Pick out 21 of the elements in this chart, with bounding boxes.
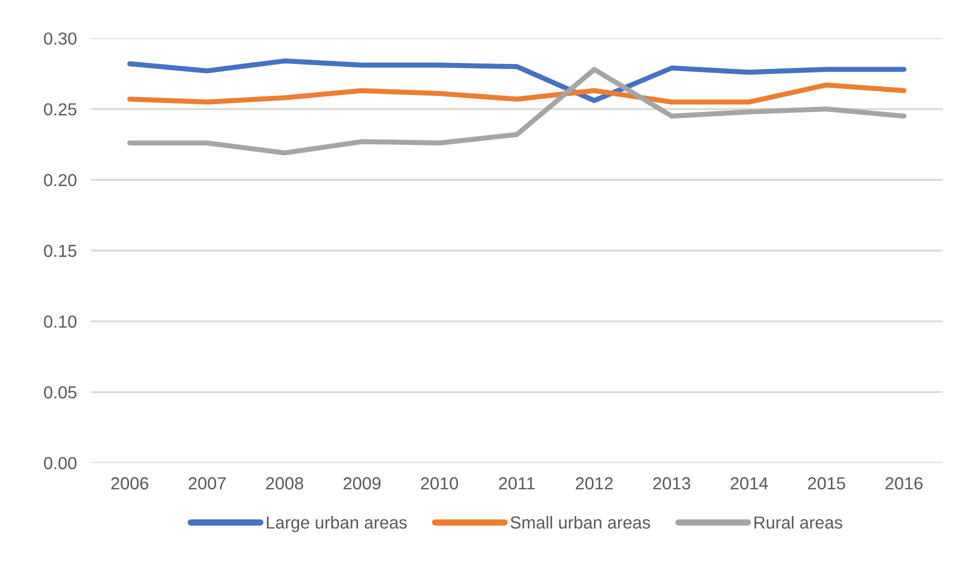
x-tick-label: 2007 xyxy=(188,477,226,490)
y-tick-label: 0.10 xyxy=(44,315,76,328)
x-tick-label: 2009 xyxy=(344,477,380,490)
x-tick-label: 2011 xyxy=(499,477,535,490)
y-tick-label: 0.15 xyxy=(44,244,76,258)
y-tick-label: 0.25 xyxy=(44,103,76,116)
x-tick-label: 2016 xyxy=(886,477,923,490)
x-tick-label: 2006 xyxy=(111,477,148,490)
y-tick-label: 0.30 xyxy=(44,32,76,45)
x-tick-label: 2010 xyxy=(420,477,458,490)
y-tick-label: 0.20 xyxy=(44,174,76,186)
y-tick-label: 0.05 xyxy=(44,386,76,399)
legend-label: Small urban areas xyxy=(510,516,650,529)
x-tick-label: 2015 xyxy=(808,477,846,490)
x-tick-label: 2014 xyxy=(730,477,768,490)
x-tick-label: 2012 xyxy=(576,477,613,490)
legend-label: Large urban areas xyxy=(266,516,407,532)
y-tick-label: 0.00 xyxy=(44,457,76,470)
x-tick-label: 2013 xyxy=(653,477,690,490)
x-tick-label: 2008 xyxy=(266,477,304,490)
legend-label: Rural areas xyxy=(754,516,842,529)
